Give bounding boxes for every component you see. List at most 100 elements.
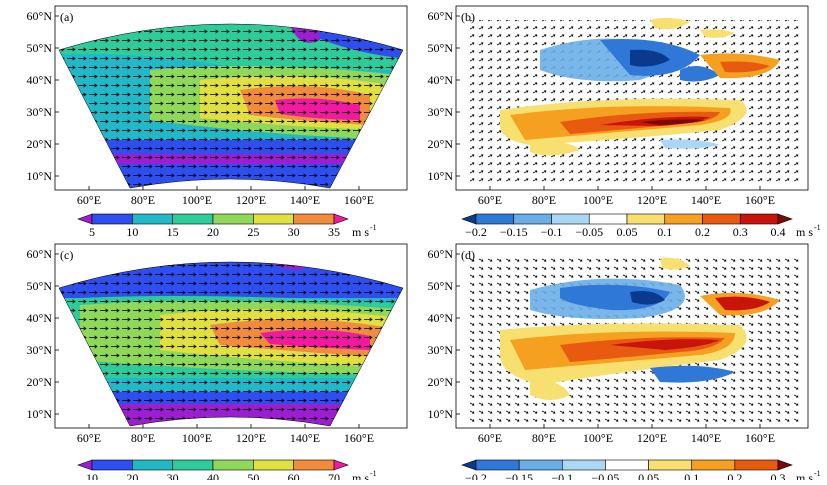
panel-a-lat-tick-label: 10°N — [27, 169, 53, 183]
panel-b-lat-tick-label: 10°N — [428, 169, 454, 183]
panel-a-colorbar-segment — [293, 213, 335, 225]
panel-b-lat-tick-label: 40°N — [428, 73, 454, 87]
panel-c-colorbar-tick-label: 30 — [167, 471, 179, 480]
panel-c-colorbar-tick-label: 60 — [288, 471, 300, 480]
panel-d-lon-tick-label: 120°E — [637, 431, 667, 445]
panel-d-colorbar-tick-label: −0.05 — [592, 471, 620, 480]
panel-a-label: (a) — [60, 10, 73, 24]
panel-d-colorbar-segment — [691, 459, 736, 471]
panel-c-domain-outline — [58, 261, 404, 427]
panel-a-domain-outline — [58, 23, 404, 189]
panel-b-lon-tick-label: 160°E — [745, 193, 775, 207]
panel-d-colorbar-tick-label: −0.2 — [465, 471, 487, 480]
panel-d-lat-tick-label: 30°N — [428, 343, 454, 357]
panel-c-label: (c) — [60, 248, 73, 262]
panel-c-colorbar-segment — [293, 459, 335, 471]
panel-b-lon-tick-label: 120°E — [637, 193, 667, 207]
panel-b-colorbar-tick-label: −0.2 — [465, 225, 487, 239]
panel-d-lon-tick-label: 60°E — [478, 431, 502, 445]
panel-c-lat-tick-label: 10°N — [27, 407, 53, 421]
panel-a-colorbar-segment — [132, 213, 173, 225]
panel-d-colorbar-tick-label: 0.2 — [727, 471, 742, 480]
panel-d-colorbar-segment — [518, 459, 563, 471]
panel-a-colorbar-segment — [172, 213, 214, 225]
panel-b-colorbar-segment — [551, 213, 590, 225]
panel-d-colorbar-segment — [605, 459, 649, 471]
panel-d-colorbar-tick-label: 0.05 — [638, 471, 659, 480]
panel-a-colorbar-unit-exponent: -1 — [370, 223, 377, 232]
panel-a-lon-tick-label: 60°E — [77, 193, 101, 207]
panel-a-colorbar-tick-label: 35 — [328, 225, 340, 239]
panel-d-colorbar-tick-label: 0.3 — [771, 471, 786, 480]
panel-b-colorbar-tick-label: 0.1 — [657, 225, 672, 239]
panel-b-colorbar-tick-label: −0.15 — [500, 225, 528, 239]
panel-c-lon-tick-label: 100°E — [182, 431, 212, 445]
panel-d-colorbar-tick-label: 0.1 — [684, 471, 699, 480]
panel-d: (d) — [455, 243, 809, 429]
panel-b-colorbar-segment — [739, 213, 779, 225]
panel-a-colorbar-min-triangle — [77, 213, 93, 225]
panel-b-colorbar-tick-label: 0.05 — [617, 225, 638, 239]
panel-c-colorbar-segment — [91, 459, 133, 471]
panel-c-lon-tick-label: 60°E — [77, 431, 101, 445]
panel-b-lat-tick-label: 60°N — [428, 9, 454, 23]
panel-b: (b) — [455, 5, 809, 191]
panel-b-colorbar-tick-label: −0.05 — [575, 225, 603, 239]
panel-d-colorbar-max-triangle — [777, 459, 793, 471]
panel-a-colorbar-tick-label: 10 — [126, 225, 138, 239]
panel-d-lat-tick-label: 10°N — [428, 407, 454, 421]
panel-b-colorbar-unit-exponent: -1 — [814, 223, 821, 232]
panel-a: (a) — [54, 5, 408, 191]
panel-d-colorbar-tick-label: −0.1 — [551, 471, 573, 480]
panel-a-colorbar-max-triangle — [333, 213, 349, 225]
panel-c-colorbar-unit: m s — [352, 471, 369, 480]
panel-b-colorbar-segment — [588, 213, 628, 225]
panel-a-lat-tick-label: 20°N — [27, 137, 53, 151]
panel-c-lon-tick-label: 140°E — [290, 431, 320, 445]
panel-a-lon-tick-label: 80°E — [131, 193, 155, 207]
panel-a-colorbar-tick-label: 25 — [247, 225, 259, 239]
panel-d-colorbar-segment — [561, 459, 606, 471]
panel-c-colorbar-segment — [253, 459, 294, 471]
panel-b-colorbar-min-triangle — [461, 213, 477, 225]
panel-c-lat-tick-label: 20°N — [27, 375, 53, 389]
panel-d-lon-tick-label: 160°E — [745, 431, 775, 445]
panel-d-colorbar-segment — [475, 459, 520, 471]
panel-a-lon-tick-label: 120°E — [236, 193, 266, 207]
panel-d-lon-tick-label: 140°E — [691, 431, 721, 445]
axes-layer: 60°N 50°N 40°N 30°N 20°N 10°N 60°E 80°E 100°E 120… — [27, 9, 776, 445]
panel-d-colorbar-unit-exponent: -1 — [814, 469, 821, 478]
panel-d-colorbar-unit: m s — [796, 471, 813, 480]
panel-c: (c) — [54, 243, 408, 429]
panel-b-colorbar-segment — [513, 213, 552, 225]
panel-a-colorbar-tick-label: 5 — [89, 225, 95, 239]
panel-b-lon-tick-label: 60°E — [478, 193, 502, 207]
panel-d-colorbar-min-triangle — [461, 459, 477, 471]
panel-b-field — [470, 17, 800, 185]
panel-d-field — [470, 257, 800, 423]
panel-b-lon-tick-label: 140°E — [691, 193, 721, 207]
panel-b-colorbar-segment — [702, 213, 741, 225]
panel-c-lat-tick-label: 30°N — [27, 343, 53, 357]
panel-d-lat-tick-label: 60°N — [428, 247, 454, 261]
panel-b-colorbar-segment — [626, 213, 666, 225]
panel-c-colorbar-tick-label: 50 — [247, 471, 259, 480]
panel-c-colorbar-segment — [212, 459, 254, 471]
panel-c-lon-tick-label: 120°E — [236, 431, 266, 445]
panel-a-colorbar-segment — [91, 213, 133, 225]
panel-a-lon-tick-label: 140°E — [290, 193, 320, 207]
panel-b-colorbar-tick-label: 0.3 — [733, 225, 748, 239]
panel-a-colorbar-tick-label: 20 — [207, 225, 219, 239]
panel-a-lat-tick-label: 60°N — [27, 9, 53, 23]
panel-c-colorbar-min-triangle — [77, 459, 93, 471]
panel-a-lat-tick-label: 30°N — [27, 105, 53, 119]
panel-d-colorbar-segment — [648, 459, 693, 471]
panel-d-label: (d) — [461, 248, 475, 262]
panel-a-lon-tick-label: 100°E — [182, 193, 212, 207]
panel-c-lat-tick-label: 50°N — [27, 279, 53, 293]
panel-c-colorbar-unit-exponent: -1 — [370, 469, 377, 478]
panel-d-colorbar-segment — [734, 459, 779, 471]
panel-b-colorbar-segment — [664, 213, 703, 225]
